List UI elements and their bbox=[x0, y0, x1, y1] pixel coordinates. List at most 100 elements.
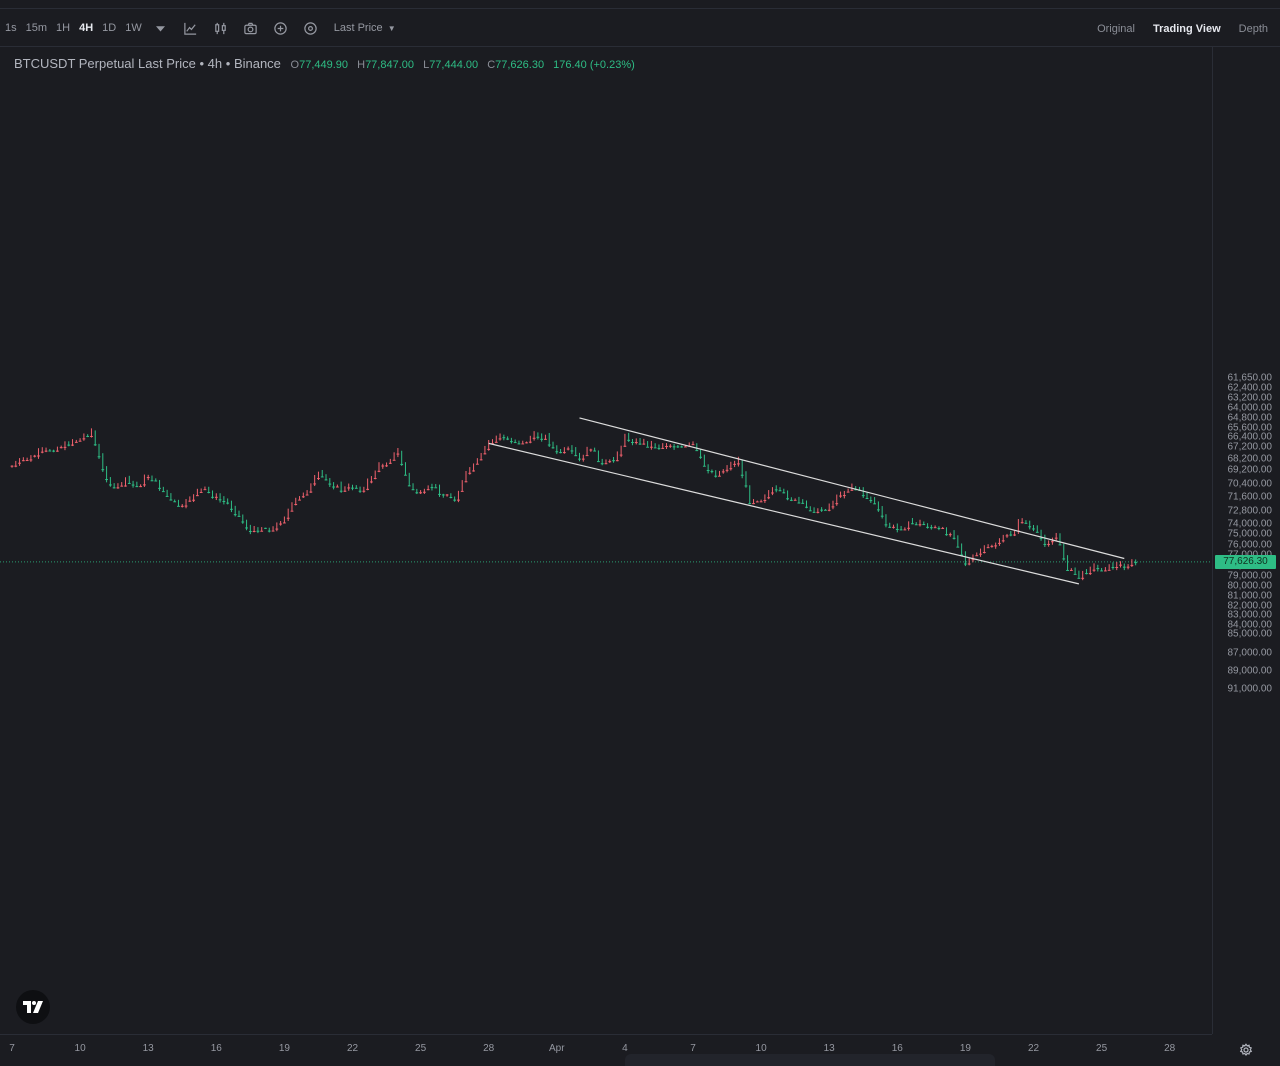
timeframe-15m[interactable]: 15m bbox=[25, 22, 48, 34]
timeframe-1h[interactable]: 1H bbox=[56, 22, 71, 34]
candlestick-chart[interactable] bbox=[0, 47, 1212, 1034]
time-tick-label: Apr bbox=[549, 1043, 565, 1054]
candle-body bbox=[256, 530, 260, 532]
candle-body bbox=[1024, 522, 1028, 524]
candle-body bbox=[506, 438, 510, 440]
caret-down-icon: ▼ bbox=[387, 24, 396, 33]
price-tick-label: 80,000.00 bbox=[1227, 580, 1273, 592]
candle-body bbox=[199, 491, 203, 493]
camera-icon[interactable] bbox=[242, 19, 260, 37]
view-trading-view[interactable]: Trading View bbox=[1152, 22, 1221, 35]
candle-body bbox=[309, 491, 313, 493]
candle-body bbox=[362, 490, 366, 492]
timeframe-1w[interactable]: 1W bbox=[125, 22, 142, 34]
candle-body bbox=[608, 461, 612, 463]
price-tick-label: 67,200.00 bbox=[1227, 441, 1273, 453]
candle-body bbox=[812, 511, 816, 513]
candle-body bbox=[979, 553, 982, 555]
candle-body bbox=[827, 509, 831, 511]
timeframe-1d[interactable]: 1D bbox=[102, 22, 117, 34]
price-tick-label: 71,600.00 bbox=[1227, 491, 1273, 503]
candle-body bbox=[48, 450, 52, 452]
price-type-dropdown[interactable]: Last Price ▼ bbox=[334, 22, 396, 34]
candle-body bbox=[952, 537, 956, 539]
time-tick-label: 7 bbox=[690, 1043, 696, 1054]
candle-body bbox=[547, 444, 551, 446]
candle-body bbox=[25, 460, 29, 462]
candle-body bbox=[74, 441, 78, 443]
chart-settings-button[interactable] bbox=[1236, 1040, 1256, 1060]
timeframe-1s[interactable]: 1s bbox=[5, 22, 17, 34]
candle-body bbox=[271, 530, 275, 532]
price-axis[interactable]: 91,000.00 89,000.00 87,000.00 85,000.00 84,0… bbox=[1212, 47, 1280, 1034]
candle-body bbox=[214, 496, 218, 498]
candle-body bbox=[1035, 531, 1039, 533]
candle-body bbox=[264, 527, 267, 529]
price-tick-label: 63,200.00 bbox=[1227, 392, 1273, 404]
price-tick-label: 62,400.00 bbox=[1227, 382, 1273, 394]
candle-body bbox=[317, 478, 320, 480]
candle-body bbox=[248, 530, 252, 532]
candle-body bbox=[177, 505, 180, 507]
candle-body bbox=[1058, 544, 1062, 546]
gear-icon bbox=[1239, 1043, 1253, 1056]
candle-body bbox=[998, 542, 1001, 544]
candle-body bbox=[994, 545, 998, 547]
chart-area[interactable] bbox=[0, 47, 1212, 1034]
candle-body bbox=[1081, 577, 1085, 579]
candle-body bbox=[513, 442, 517, 444]
candle-body bbox=[528, 441, 532, 443]
candle-body bbox=[143, 484, 146, 486]
candle-body bbox=[646, 446, 649, 448]
candle-body bbox=[816, 511, 820, 513]
legend-low-label: L bbox=[423, 59, 430, 71]
settings-circle-icon[interactable] bbox=[302, 19, 320, 37]
candle-body bbox=[820, 509, 824, 511]
candle-body bbox=[718, 475, 721, 477]
drawing-tools-strip[interactable] bbox=[625, 1054, 995, 1066]
time-axis[interactable]: 7 10 13 16 19 22 25 28 Apr 4 7 10 13 16 19 22 25 28 bbox=[0, 1034, 1212, 1066]
chevron-down-icon[interactable] bbox=[152, 19, 170, 37]
candle-body bbox=[774, 489, 778, 491]
candle-body bbox=[574, 455, 578, 457]
indicator-icon[interactable] bbox=[182, 19, 200, 37]
candle-body bbox=[835, 503, 839, 505]
chart-style-icon[interactable] bbox=[212, 19, 230, 37]
candle-body bbox=[631, 442, 634, 444]
tradingview-logo[interactable] bbox=[16, 990, 50, 1024]
candle-body bbox=[158, 487, 161, 489]
price-tick-label: 75,000.00 bbox=[1227, 528, 1273, 540]
view-original[interactable]: Original bbox=[1097, 22, 1135, 35]
candle-body bbox=[59, 447, 63, 449]
add-icon[interactable] bbox=[272, 19, 290, 37]
candle-body bbox=[192, 499, 195, 501]
view-depth[interactable]: Depth bbox=[1238, 22, 1268, 35]
candle-body bbox=[472, 470, 475, 472]
candle-body bbox=[324, 479, 328, 481]
candle-body bbox=[551, 447, 555, 449]
candle-body bbox=[555, 451, 559, 453]
candle-body bbox=[498, 438, 502, 440]
candle-body bbox=[1028, 526, 1032, 528]
timeframe-4h[interactable]: 4H bbox=[79, 22, 94, 34]
channel-upper-line bbox=[488, 442, 1080, 585]
candle-body bbox=[434, 487, 438, 489]
price-tick-label: 64,800.00 bbox=[1227, 412, 1273, 424]
price-tick-label: 85,000.00 bbox=[1227, 628, 1273, 640]
candle-body bbox=[1130, 564, 1134, 566]
candle-body bbox=[691, 444, 695, 446]
candle-body bbox=[135, 486, 139, 488]
candle-body bbox=[695, 450, 699, 452]
candle-body bbox=[245, 527, 248, 529]
channel-lower-line bbox=[579, 417, 1125, 560]
candle-body bbox=[899, 529, 903, 531]
candle-body bbox=[986, 547, 990, 549]
candle-body bbox=[895, 528, 899, 530]
candle-body bbox=[797, 502, 801, 504]
candle-body bbox=[642, 443, 646, 445]
candle-body bbox=[165, 495, 169, 497]
candle-body bbox=[846, 491, 850, 493]
candle-body bbox=[1073, 573, 1077, 575]
candle-body bbox=[926, 526, 929, 528]
candle-body bbox=[161, 491, 165, 493]
